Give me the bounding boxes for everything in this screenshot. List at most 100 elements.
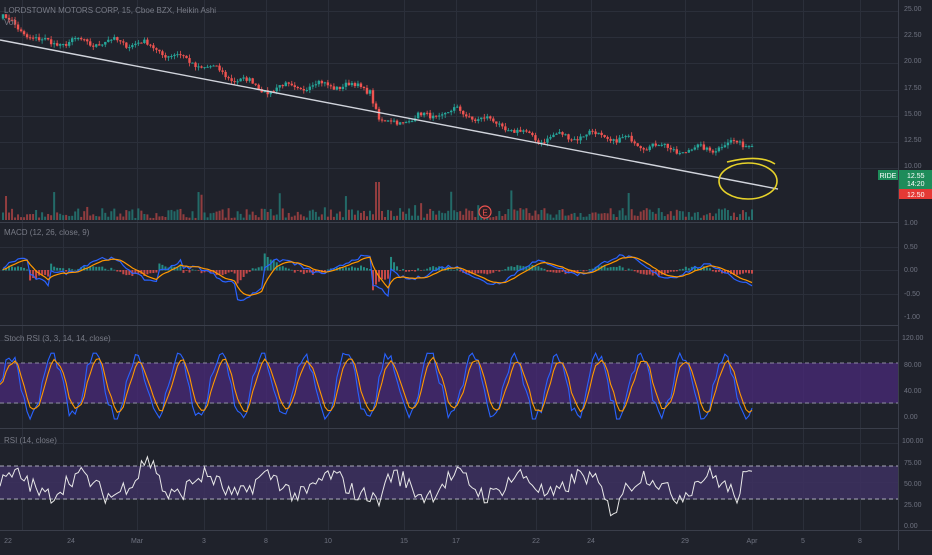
candle-body <box>525 130 528 132</box>
volume-bar <box>74 211 77 220</box>
price-axis[interactable]: 25.00 22.50 20.00 17.50 15.00 12.50 10.0… <box>904 6 922 170</box>
volume-bar <box>399 208 402 220</box>
candle-body <box>203 67 206 69</box>
volume-bar <box>359 212 362 220</box>
macd-histogram-bar <box>681 268 684 271</box>
stoch-label[interactable]: Stoch RSI (3, 3, 14, 14, close) <box>4 334 111 343</box>
macd-histogram-bar <box>50 263 53 271</box>
candle-body <box>723 145 727 148</box>
ticker-price-tag[interactable]: RIDE 12.55 14:20 <box>878 170 932 189</box>
candle-body <box>669 147 672 150</box>
candle-body <box>64 44 68 46</box>
rsi-label[interactable]: RSI (14, close) <box>4 436 57 445</box>
macd-histogram-bar <box>296 270 299 271</box>
volume-bar <box>155 213 158 220</box>
volume-bar <box>531 215 534 220</box>
macd-histogram-bar <box>347 267 350 271</box>
candle-body <box>143 39 146 44</box>
volume-bar <box>260 208 263 220</box>
macd-histogram-bar <box>272 259 275 271</box>
volume-bar <box>71 215 74 220</box>
macd-histogram-bar <box>251 268 254 271</box>
macd-histogram-bar <box>245 270 248 274</box>
candle-body <box>58 44 62 46</box>
candle-body <box>675 149 678 154</box>
candle-body <box>398 122 402 125</box>
candle-body <box>443 113 447 115</box>
macd-histogram-bar <box>107 269 110 271</box>
macd-histogram-bar <box>146 270 149 275</box>
candle-body <box>591 130 594 132</box>
candle-body <box>287 82 290 84</box>
candle-body <box>74 38 77 40</box>
time-label: 3 <box>202 538 206 545</box>
macd-histogram-bar <box>714 270 717 273</box>
macd-histogram-bar <box>459 270 462 272</box>
candle-body <box>425 112 429 114</box>
trendline-drawing[interactable] <box>0 39 779 190</box>
candle-body <box>501 123 504 127</box>
macd-histogram-bar <box>56 267 59 271</box>
candle-body <box>462 110 465 115</box>
symbol-title[interactable]: LORDSTOWN MOTORS CORP, 15, Cboe BZX, Hei… <box>4 6 216 15</box>
volume-bar <box>26 214 29 220</box>
time-axis[interactable]: 22 24 Mar 3 8 10 15 17 22 24 29 Apr 5 8 <box>4 538 862 545</box>
price-tick: 12.50 <box>904 137 922 144</box>
macd-histogram-bar <box>633 270 636 272</box>
time-label: 24 <box>67 538 75 545</box>
candle-body <box>627 135 630 137</box>
candle-body <box>453 107 456 111</box>
volume-bar <box>122 216 125 220</box>
candle-body <box>486 116 489 119</box>
volume-bar <box>170 209 173 220</box>
macd-histogram-bar <box>471 270 474 274</box>
macd-histogram-bar <box>615 267 618 271</box>
volume-bar <box>615 216 618 220</box>
volume-bar <box>696 212 699 220</box>
volume-bar <box>441 212 444 220</box>
candle-body <box>416 112 420 119</box>
candle-body <box>552 134 555 138</box>
macd-histogram-bar <box>567 270 570 274</box>
volume-bar <box>200 194 203 220</box>
stoch-tick: 120.00 <box>902 335 924 342</box>
candle-body <box>612 139 615 141</box>
macd-histogram-bar <box>260 266 263 271</box>
volume-bar <box>239 213 242 220</box>
earnings-marker[interactable]: E <box>478 205 492 219</box>
candle-body <box>582 136 585 138</box>
candle-body <box>471 116 474 120</box>
candle-body <box>377 108 381 120</box>
macd-histogram-bar <box>23 267 26 271</box>
macd-label[interactable]: MACD (12, 26, close, 9) <box>4 228 90 237</box>
volume-bar <box>35 209 38 220</box>
macd-histogram-bar <box>603 265 606 271</box>
volume-bar <box>146 214 149 220</box>
stoch-tick: 80.00 <box>904 362 922 369</box>
macd-histogram-bar <box>609 267 612 271</box>
highlight-ellipse-drawing[interactable] <box>718 162 778 200</box>
candle-body <box>374 103 378 109</box>
macd-histogram-bar <box>80 267 83 271</box>
volume-bar <box>585 216 588 220</box>
macd-histogram-bar <box>627 268 630 271</box>
volume-bar <box>498 211 501 220</box>
candle-body <box>540 142 543 144</box>
candle-body <box>293 85 296 87</box>
volume-bar <box>504 214 507 220</box>
candle-body <box>248 78 251 81</box>
macd-histogram-bar <box>20 267 23 271</box>
volume-label[interactable]: Vol <box>4 18 15 27</box>
macd-histogram-bar <box>426 268 429 271</box>
candle-body <box>609 138 612 141</box>
candle-body <box>603 135 606 138</box>
volume-bar <box>296 211 299 220</box>
macd-histogram-bar <box>143 270 146 276</box>
candle-body <box>311 85 315 87</box>
volume-bar <box>576 216 579 220</box>
volume-bar <box>618 210 621 220</box>
volume-bar <box>447 210 450 220</box>
macd-histogram-bar <box>350 266 353 271</box>
macd-histogram-bar <box>89 266 92 271</box>
